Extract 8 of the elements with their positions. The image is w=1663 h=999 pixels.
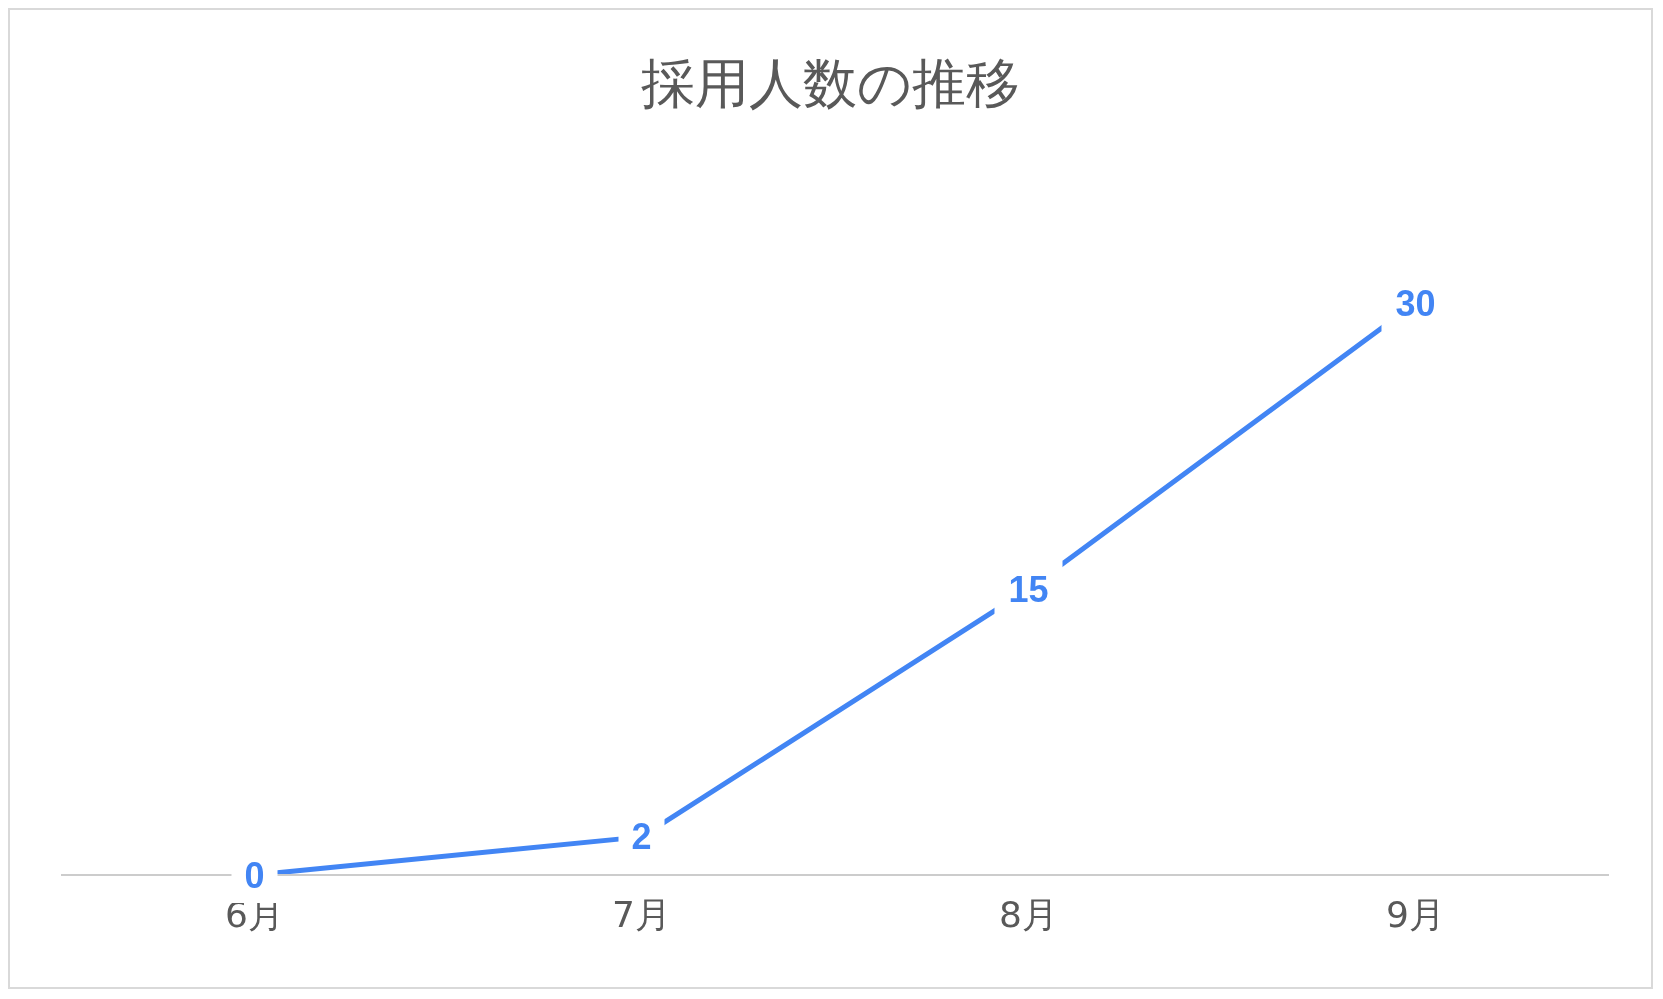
- x-tick-label: 7月: [612, 893, 671, 935]
- x-tick-label: 9月: [1386, 893, 1445, 935]
- chart-title: 採用人数の推移: [640, 51, 1021, 117]
- x-tick-label: 8月: [999, 893, 1058, 935]
- data-label: 30: [1395, 282, 1436, 324]
- data-label: 2: [631, 816, 652, 858]
- data-label: 15: [1008, 568, 1049, 610]
- data-label: 0: [244, 854, 265, 896]
